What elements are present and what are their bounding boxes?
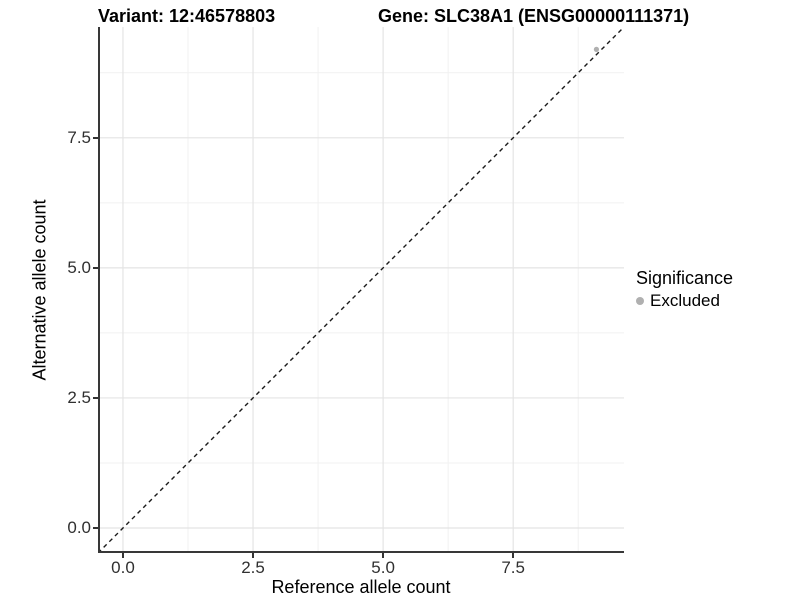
x-tick-mark	[512, 553, 514, 558]
y-tick-mark	[93, 527, 98, 529]
y-tick-label: 5.0	[67, 257, 91, 277]
variant-title: Variant: 12:46578803	[98, 6, 276, 26]
x-tick-mark	[122, 553, 124, 558]
y-tick-label: 2.5	[67, 387, 91, 407]
x-tick-mark	[252, 553, 254, 558]
x-tick-label: 0.0	[111, 558, 135, 577]
x-axis-title: Reference allele count	[271, 577, 451, 597]
x-tick-label: 5.0	[371, 558, 395, 577]
x-tick-label: 7.5	[501, 558, 525, 577]
y-tick-label: 7.5	[67, 127, 91, 147]
excluded-point-icon	[636, 297, 644, 305]
x-tick-mark	[382, 553, 384, 558]
legend-item-label: Excluded	[650, 291, 720, 310]
y-tick-mark	[93, 137, 98, 139]
y-tick-mark	[93, 267, 98, 269]
y-axis-title: Alternative allele count	[29, 199, 50, 381]
y-tick-mark	[93, 397, 98, 399]
plot-panel-svg	[98, 27, 624, 553]
legend-title: Significance	[636, 268, 734, 288]
legend: Significance Excluded	[636, 268, 800, 311]
x-tick-label: 2.5	[241, 558, 265, 577]
legend-item-excluded: Excluded	[636, 291, 800, 311]
plot-panel	[98, 27, 624, 553]
gene-title: Gene: SLC38A1 (ENSG00000111371)	[378, 6, 690, 26]
y-tick-label: 0.0	[67, 518, 91, 538]
